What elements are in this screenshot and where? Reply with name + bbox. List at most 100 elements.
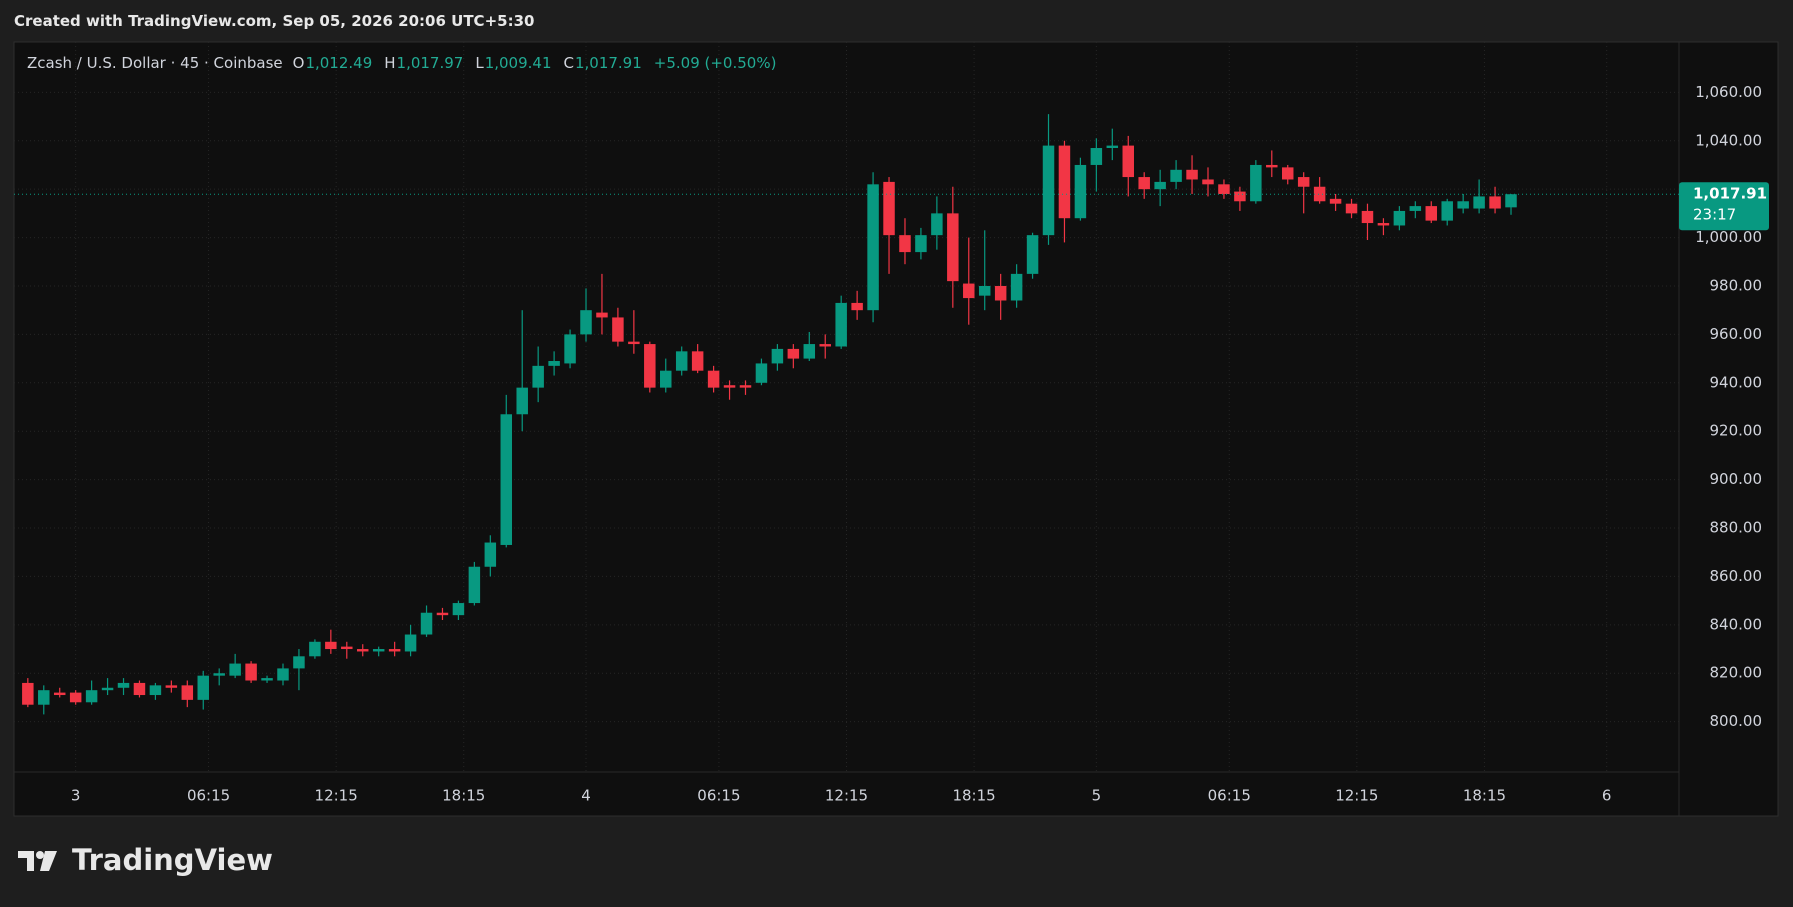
logo-icon xyxy=(18,851,34,871)
value: 1,017.97 xyxy=(396,54,464,72)
candle xyxy=(851,290,863,320)
y-tick-label: 940.00 xyxy=(1710,373,1763,391)
candle-body xyxy=(117,682,130,688)
candle-body xyxy=(309,641,321,657)
candle-body xyxy=(660,370,672,388)
candle-body xyxy=(101,687,114,691)
candle-body xyxy=(516,387,528,415)
candle xyxy=(1090,138,1103,192)
y-tick-label: 900.00 xyxy=(1710,470,1763,488)
candle-body xyxy=(277,668,289,681)
candle xyxy=(1409,201,1422,219)
candle-body xyxy=(963,283,975,299)
candle-body xyxy=(197,675,209,700)
candle-body xyxy=(819,344,831,347)
candle xyxy=(867,172,879,323)
candle-body xyxy=(372,649,385,652)
label: C xyxy=(563,54,574,72)
candle-body xyxy=(1489,196,1501,209)
candle xyxy=(1042,114,1055,245)
candle-body xyxy=(1425,206,1438,221)
price-tag-label: 1,017.91 xyxy=(1693,185,1767,203)
candle xyxy=(1170,160,1182,190)
value: 1,012.49 xyxy=(305,54,373,72)
candle-body xyxy=(1377,223,1390,226)
candle xyxy=(771,344,784,371)
candle-body xyxy=(181,685,194,700)
y-tick-label: 980.00 xyxy=(1710,276,1763,294)
candle-body xyxy=(1106,145,1119,149)
candle xyxy=(1441,198,1453,226)
candle xyxy=(372,646,385,657)
candle-body xyxy=(484,542,497,567)
candle-body xyxy=(564,334,576,364)
candle-body xyxy=(1218,184,1230,195)
candle xyxy=(548,351,560,376)
candle xyxy=(883,177,895,274)
candle xyxy=(675,346,688,376)
y-tick-label: 1,060.00 xyxy=(1695,83,1762,101)
x-tick-label: 12:15 xyxy=(1335,787,1378,805)
candle-body xyxy=(596,312,608,318)
candle-body xyxy=(978,285,991,296)
candle xyxy=(899,218,911,265)
x-tick-label: 06:15 xyxy=(697,787,740,805)
candle-body xyxy=(580,310,592,335)
candle xyxy=(1250,160,1262,204)
brand: TradingView xyxy=(72,843,273,877)
x-tick-label: 12:15 xyxy=(825,787,868,805)
candle xyxy=(1425,201,1438,224)
candle-body xyxy=(1329,198,1342,204)
candle-body xyxy=(867,184,879,311)
x-tick-label: 6 xyxy=(1602,787,1612,805)
candle xyxy=(1297,172,1310,214)
candle xyxy=(787,344,800,369)
candle xyxy=(452,600,465,620)
candle-body xyxy=(22,682,34,705)
x-tick-label: 18:15 xyxy=(1463,787,1506,805)
label: H xyxy=(384,54,396,72)
candle xyxy=(436,607,449,620)
candle-body xyxy=(293,656,305,669)
candle-body xyxy=(612,317,624,342)
y-tick-label: 820.00 xyxy=(1710,664,1763,682)
candle-body xyxy=(739,385,752,388)
candle xyxy=(1138,172,1150,199)
x-tick-label: 06:15 xyxy=(1208,787,1251,805)
candle xyxy=(1122,135,1134,197)
candle-body xyxy=(532,365,544,388)
x-tick-label: 18:15 xyxy=(442,787,485,805)
candle-body xyxy=(1138,177,1150,190)
candle-body xyxy=(149,685,162,696)
candle xyxy=(1010,264,1023,308)
candle-body xyxy=(675,351,688,371)
logo-icon xyxy=(40,851,57,871)
candle-body xyxy=(1409,206,1422,211)
candle xyxy=(277,663,289,686)
candle xyxy=(628,310,640,354)
candle xyxy=(1266,150,1278,178)
candle xyxy=(309,639,321,659)
candle-body xyxy=(1186,169,1198,180)
candle-body xyxy=(261,678,273,681)
candle-body xyxy=(1361,210,1374,224)
candle-body xyxy=(69,692,82,703)
candle-body xyxy=(851,302,863,311)
candle-body xyxy=(1441,201,1453,221)
candle xyxy=(1345,198,1358,219)
candle xyxy=(739,380,752,395)
candle xyxy=(245,661,257,683)
candle-body xyxy=(1297,177,1310,187)
candle-body xyxy=(133,682,146,696)
candle xyxy=(1058,140,1071,243)
x-tick-label: 4 xyxy=(581,787,591,805)
candle-body xyxy=(771,348,784,364)
candle xyxy=(420,605,433,637)
candle xyxy=(723,380,736,400)
candle-body xyxy=(1154,181,1166,190)
candle xyxy=(564,329,576,369)
candle-body xyxy=(1473,196,1485,209)
symbol: Zcash / U.S. Dollar · 45 · Coinbase xyxy=(27,54,283,72)
candle-body xyxy=(1170,169,1182,182)
candle xyxy=(1202,167,1214,197)
